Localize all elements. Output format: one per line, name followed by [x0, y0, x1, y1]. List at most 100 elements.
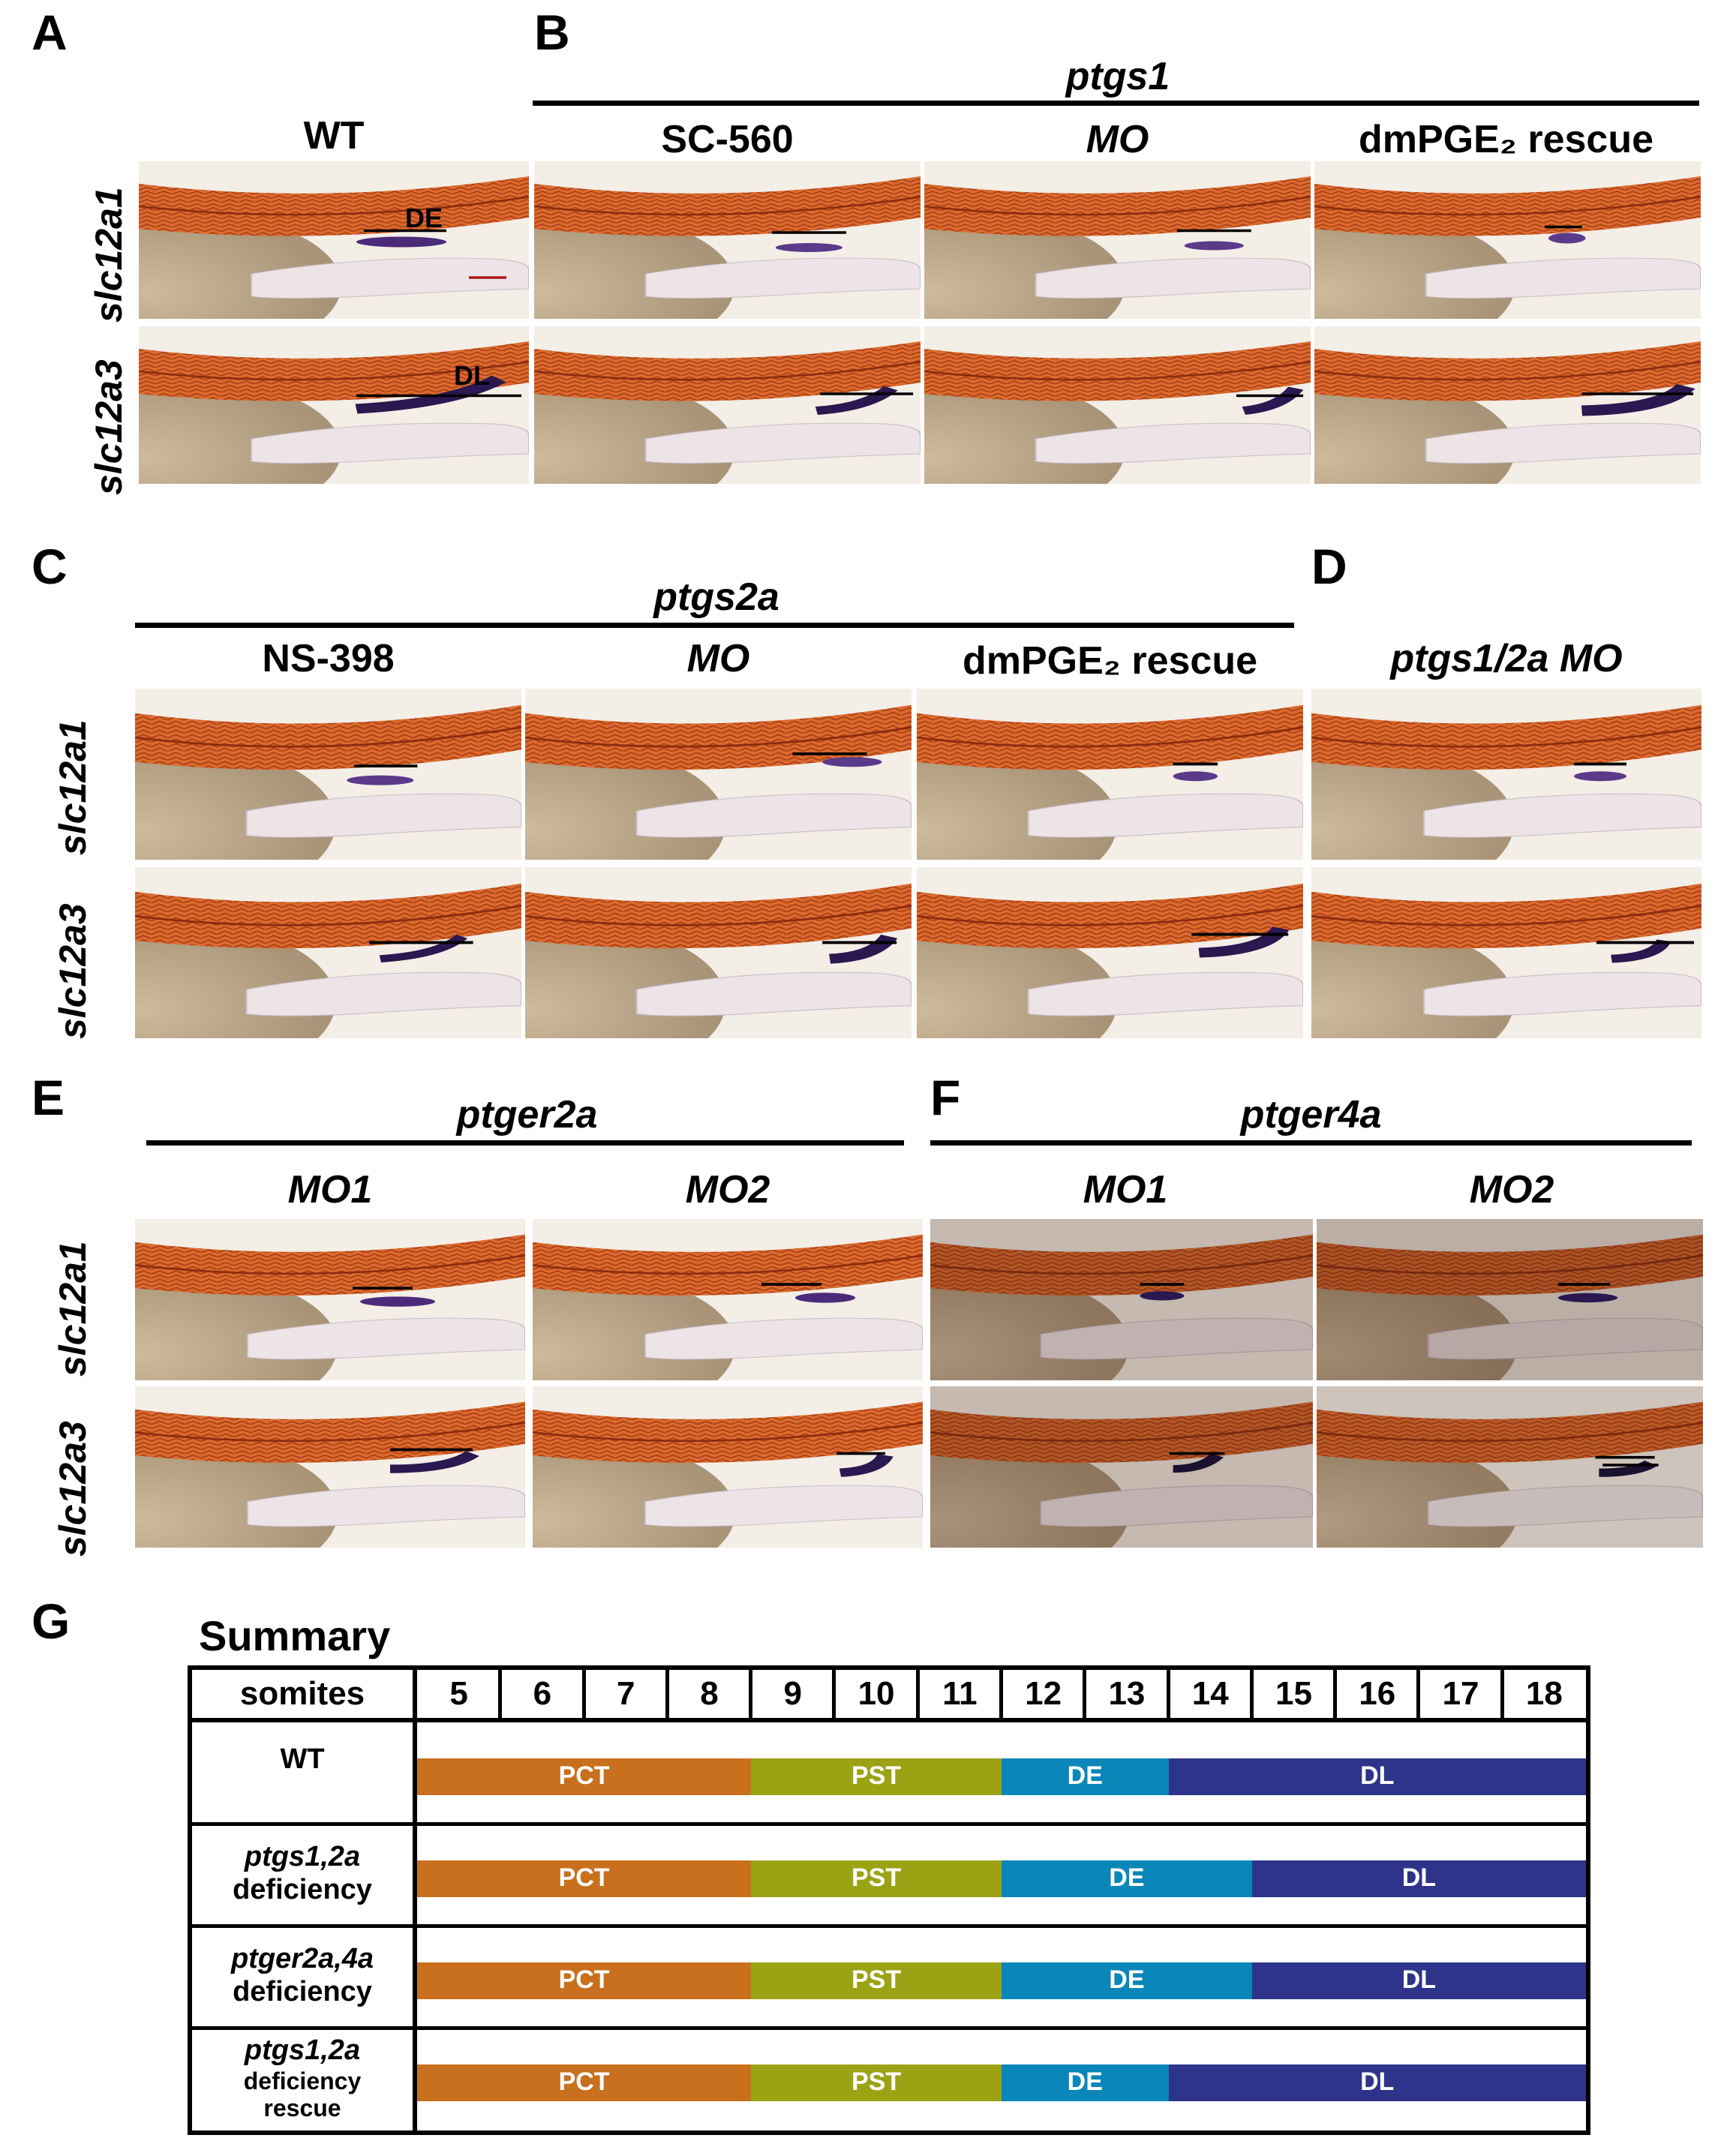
embryo-image-ptgs2a-mo-slc12a3 — [525, 867, 912, 1038]
gene-label-ptger4a: ptger4a — [1240, 1093, 1382, 1137]
embryo-image-ptgs2a-rescue-slc12a1 — [917, 689, 1303, 860]
segment-bar-pst — [751, 2064, 1002, 2101]
segment-bar-pst — [751, 1962, 1002, 1999]
embryo-image-ptger2a-mo1-slc12a3 — [135, 1386, 525, 1548]
column-label-ptgs1-rescue: dmPGE₂ rescue — [1358, 118, 1654, 161]
summary-row-name: ptgs1,2a deficiency — [192, 1841, 413, 1906]
segment-bar-pct — [417, 1860, 752, 1897]
embryo-image-wt-slc12a1: DE — [139, 161, 529, 319]
column-label-ptgs1-mo: MO — [1086, 118, 1149, 161]
summary-table: somites 5 6 7 8 9 10 11 12 13 14 15 16 17 18 WT PCT PST… — [188, 1665, 1590, 2135]
column-label-wt: WT — [303, 114, 365, 158]
segment-label-pct: PCT — [558, 2067, 610, 2097]
somite-header-14: 14 — [1191, 1675, 1229, 1712]
summary-row-name-line: deficiency — [243, 2067, 362, 2094]
segment-bar-dl — [1251, 1860, 1586, 1897]
column-label-ns398: NS-398 — [262, 637, 395, 680]
gene-rule-ptger2a — [146, 1140, 904, 1146]
gene-rule-ptgs1 — [533, 101, 1699, 106]
segment-bar-dl — [1168, 1758, 1586, 1795]
somite-header-8: 8 — [700, 1675, 719, 1712]
segment-label-pst: PST — [851, 1761, 902, 1791]
somite-header-6: 6 — [533, 1675, 552, 1712]
somite-divider — [1500, 1670, 1504, 1718]
embryo-image-sc560-slc12a1 — [534, 161, 921, 319]
summary-row-name: ptger2a,4a deficiency — [192, 1943, 413, 2008]
summary-row-name-line: ptgs1,2a — [244, 2034, 361, 2066]
summary-row-name-line: WT — [280, 1743, 325, 1775]
row-separator — [192, 2026, 1586, 2030]
summary-row-name-line: deficiency — [233, 1975, 372, 2007]
embryo-image-ptgs12a-mo-slc12a1 — [1311, 689, 1701, 860]
embryo-image-ptgs12a-mo-slc12a3 — [1311, 867, 1701, 1038]
somite-header-18: 18 — [1525, 1675, 1563, 1712]
column-label-sc560: SC-560 — [661, 118, 794, 161]
embryo-image-ptgs1-mo-slc12a1 — [924, 161, 1311, 319]
summary-row-name-line: deficiency — [233, 1873, 372, 1905]
row-name-column-divider — [413, 1670, 417, 2130]
column-label-ptger2a-mo2: MO2 — [685, 1168, 770, 1212]
row-label-c-slc12a1: slc12a1 — [52, 719, 94, 855]
segment-label-pct: PCT — [558, 1863, 610, 1893]
embryo-image-ptger4a-mo2-slc12a1 — [1317, 1219, 1703, 1380]
segment-bar-pct — [417, 1962, 752, 1999]
embryo-image-ptger2a-mo2-slc12a3 — [533, 1386, 923, 1548]
segment-bar-dl — [1168, 2064, 1586, 2101]
somite-header-15: 15 — [1275, 1675, 1312, 1712]
segment-label-pct: PCT — [558, 1761, 610, 1791]
embryo-image-ptgs2a-mo-slc12a1 — [525, 689, 912, 860]
somite-divider — [665, 1670, 669, 1718]
embryo-image-ptgs1-rescue-slc12a1 — [1314, 161, 1701, 319]
summary-title: Summary — [199, 1612, 391, 1659]
column-label-ptgs2a-rescue: dmPGE₂ rescue — [962, 639, 1258, 683]
gene-label-ptger2a: ptger2a — [456, 1093, 598, 1137]
gene-rule-ptgs2a — [135, 623, 1294, 628]
somite-divider — [1166, 1670, 1170, 1718]
somite-divider — [1083, 1670, 1087, 1718]
embryo-image-ptger4a-mo1-slc12a1 — [930, 1219, 1313, 1380]
segment-label-dl: DL — [1360, 1761, 1395, 1791]
embryo-image-ptgs1-mo-slc12a3 — [924, 326, 1311, 484]
somite-divider — [915, 1670, 920, 1718]
panel-letter-b: B — [534, 5, 570, 60]
gene-rule-ptger4a — [930, 1140, 1692, 1146]
segment-bar-pct — [417, 2064, 752, 2101]
segment-label-de: DE — [1067, 1761, 1103, 1791]
segment-label-de: DE — [1067, 2067, 1103, 2097]
panel-letter-a: A — [32, 5, 68, 60]
somite-divider — [832, 1670, 836, 1718]
somite-header-13: 13 — [1108, 1675, 1146, 1712]
dl-marker-label: DL — [454, 360, 490, 391]
row-label-e-slc12a1: slc12a1 — [52, 1241, 94, 1377]
segment-label-pst: PST — [851, 1965, 902, 1995]
row-separator — [192, 1822, 1586, 1826]
segment-bar-pst — [751, 1758, 1002, 1795]
column-label-ptger4a-mo2: MO2 — [1469, 1168, 1554, 1212]
embryo-image-sc560-slc12a3 — [534, 326, 921, 484]
somite-divider — [749, 1670, 753, 1718]
somite-divider — [1333, 1670, 1338, 1718]
somite-header-16: 16 — [1359, 1675, 1396, 1712]
segment-label-dl: DL — [1401, 1965, 1437, 1995]
embryo-image-ptgs1-rescue-slc12a3 — [1314, 326, 1701, 484]
embryo-image-ptgs2a-rescue-slc12a3 — [917, 867, 1303, 1038]
segment-bar-de — [1002, 1860, 1252, 1897]
embryo-image-ns398-slc12a1 — [135, 689, 521, 860]
somite-header-17: 17 — [1442, 1675, 1479, 1712]
summary-row-name-line: ptger2a,4a — [230, 1943, 374, 1974]
column-label-ptgs2a-mo: MO — [686, 637, 750, 680]
row-separator — [192, 1924, 1586, 1928]
panel-letter-e: E — [32, 1070, 65, 1125]
somite-divider — [999, 1670, 1003, 1718]
summary-row-name-line: ptgs1,2a — [244, 1841, 361, 1872]
segment-bar-de — [1002, 1758, 1169, 1795]
panel-letter-c: C — [32, 539, 68, 594]
embryo-image-ptger2a-mo1-slc12a1 — [135, 1219, 525, 1380]
gene-label-ptgs1: ptgs1 — [1065, 55, 1170, 98]
segment-label-dl: DL — [1401, 1863, 1437, 1893]
somite-divider — [1249, 1670, 1254, 1718]
row-label-e-slc12a3: slc12a3 — [52, 1421, 94, 1557]
somite-header-10: 10 — [857, 1675, 895, 1712]
somite-header-5: 5 — [449, 1675, 468, 1712]
embryo-image-ns398-slc12a3 — [135, 867, 521, 1038]
